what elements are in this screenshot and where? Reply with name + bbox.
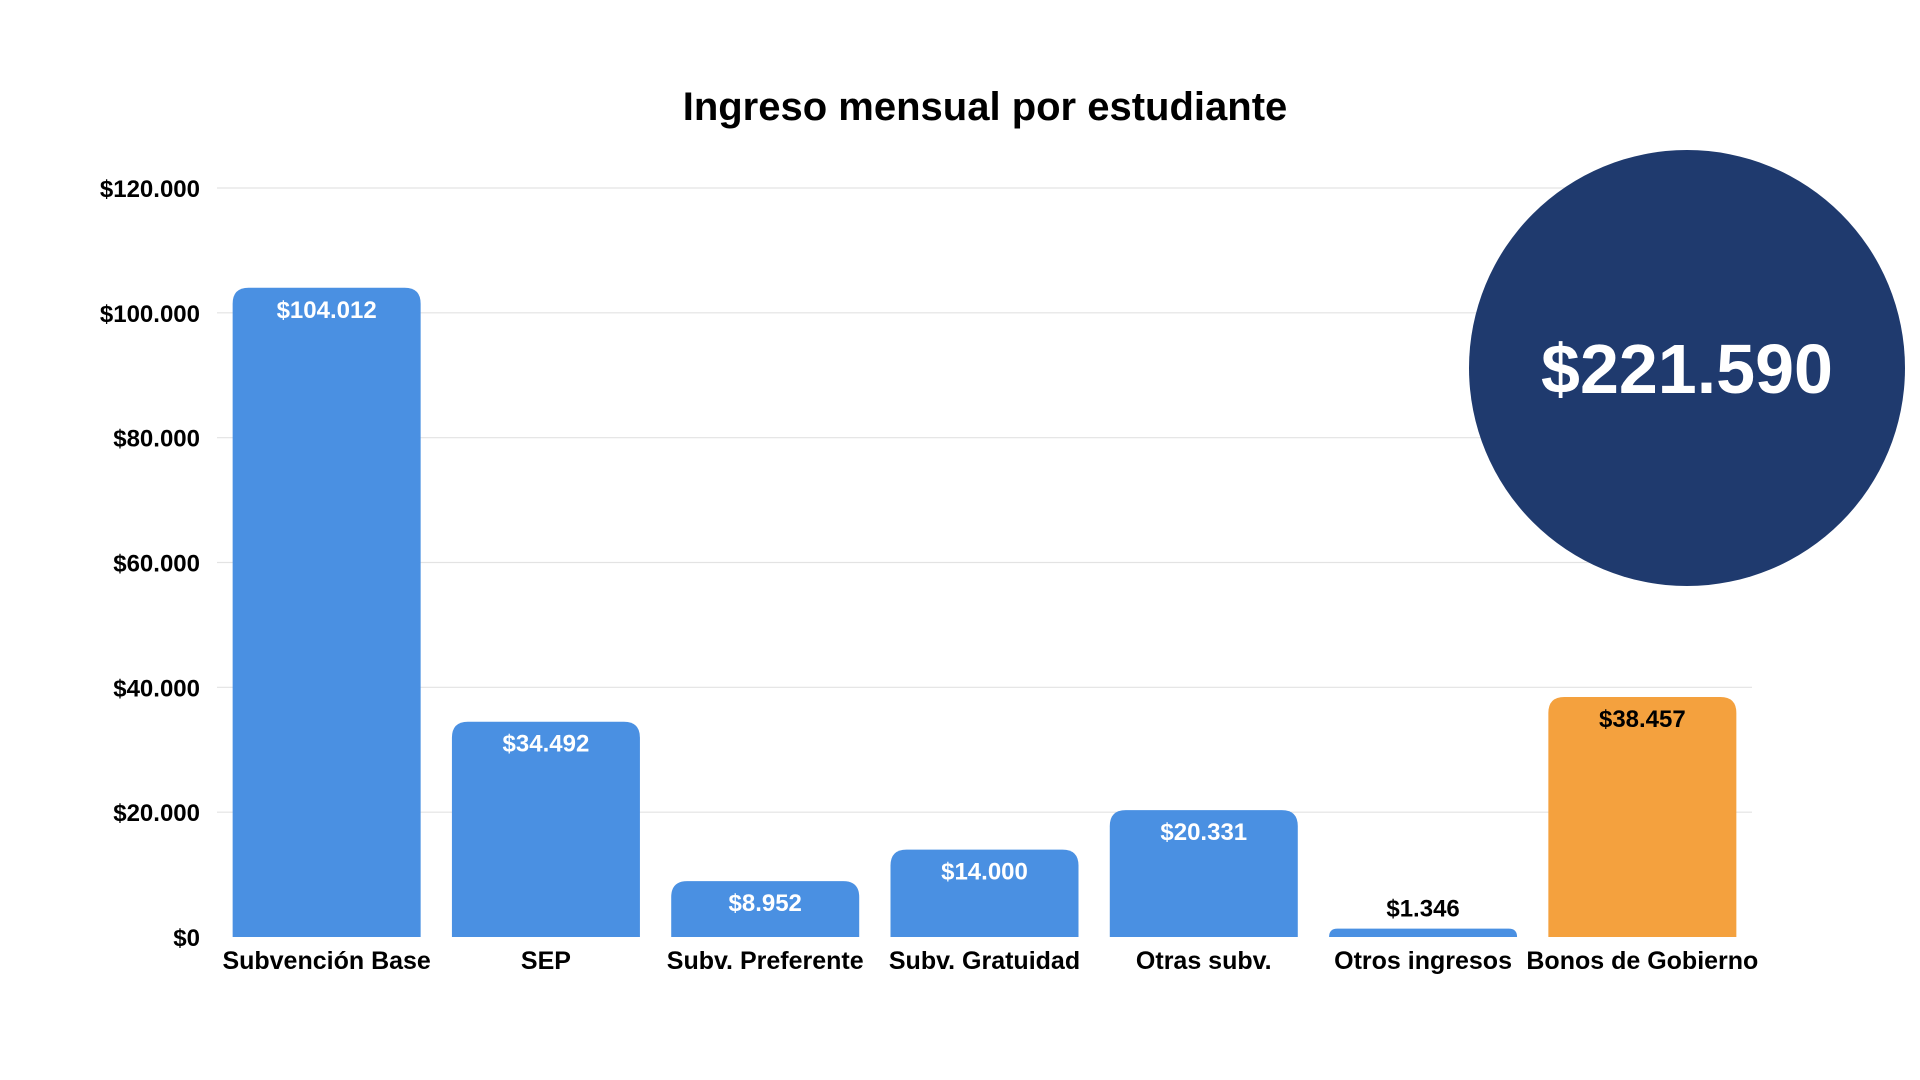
y-tick-label: $40.000	[113, 675, 200, 702]
y-tick-label: $60.000	[113, 551, 200, 578]
total-badge-value: $221.590	[1541, 330, 1833, 408]
total-badge-circle	[1469, 150, 1905, 586]
bar	[671, 881, 860, 937]
y-tick-label: $120.000	[100, 176, 200, 203]
x-tick-label: Subvención Base	[222, 947, 430, 975]
x-tick-label: Otros ingresos	[1334, 947, 1512, 975]
x-axis: Subvención Base SEP Subv. Preferente Subv. …	[222, 947, 1758, 975]
data-label: $14.000	[941, 859, 1028, 886]
bar	[1109, 810, 1298, 937]
y-tick-label: $0	[173, 925, 200, 952]
y-tick-label: $20.000	[113, 800, 200, 827]
data-label: $1.346	[1386, 896, 1459, 923]
bar	[1548, 696, 1737, 937]
total-badge: $221.590	[1469, 150, 1905, 586]
data-label: $20.331	[1160, 819, 1247, 846]
data-label: $8.952	[729, 890, 802, 917]
x-tick-label: Subv. Preferente	[667, 947, 864, 975]
bar	[890, 849, 1079, 937]
bar	[232, 287, 421, 938]
chart-title: Ingreso mensual por estudiante	[683, 85, 1288, 129]
bar	[451, 721, 640, 937]
gridlines	[217, 187, 1752, 813]
x-tick-label: Otras subv.	[1136, 947, 1272, 975]
data-label: $34.492	[503, 731, 590, 758]
data-label: $38.457	[1599, 706, 1686, 733]
x-tick-label: Subv. Gratuidad	[889, 947, 1080, 975]
y-tick-label: $100.000	[100, 301, 200, 328]
y-axis: $0 $20.000 $40.000 $60.000 $80.000 $100.000 $1…	[100, 176, 200, 952]
bar	[1329, 928, 1518, 937]
y-tick-label: $80.000	[113, 426, 200, 453]
x-tick-label: Bonos de Gobierno	[1526, 947, 1758, 975]
x-tick-label: SEP	[521, 947, 571, 975]
bars: $104.012 $34.492 $8.952 $14.000 $20.331 $1.34…	[232, 287, 1737, 938]
data-label: $104.012	[277, 297, 377, 324]
